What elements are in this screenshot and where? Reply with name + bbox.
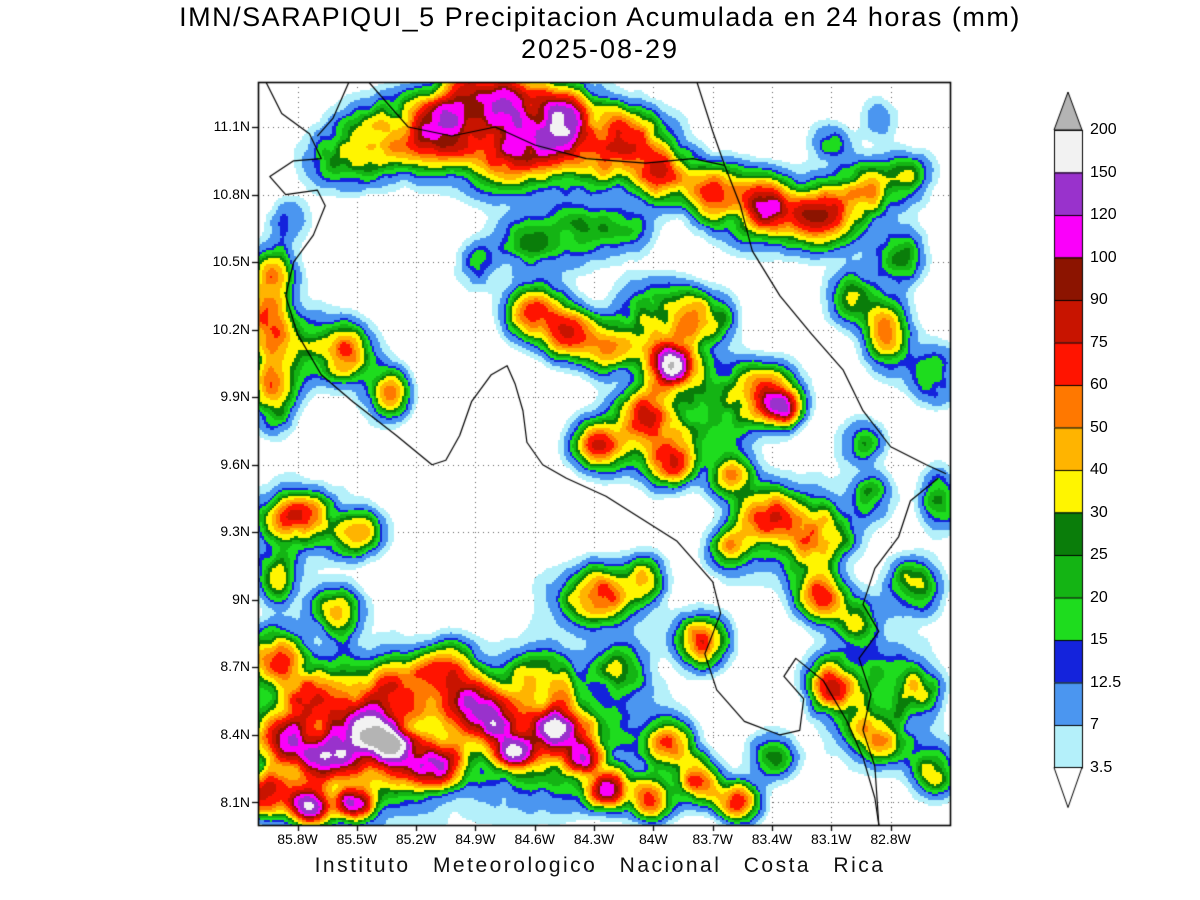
colorbar-tick-label: 75 (1090, 333, 1108, 351)
y-axis-tick-label: 9.6N (220, 455, 250, 472)
colorbar-tick-label: 50 (1090, 418, 1108, 436)
page-subtitle-date: 2025-08-29 (520, 34, 680, 64)
colorbar-tick-label: 12.5 (1090, 673, 1122, 691)
y-axis-tick-label: 10.2N (212, 320, 250, 337)
colorbar-tick-label: 20 (1090, 588, 1108, 606)
colorbar-tick-label: 100 (1090, 248, 1117, 266)
colorbar-tick-label: 200 (1090, 121, 1117, 138)
x-axis-tick-label: 84.3W (573, 831, 615, 847)
x-axis-tick-label: 84.6W (514, 831, 555, 847)
x-axis-tick-label: 83.4W (751, 831, 793, 847)
colorbar-tick-label: 90 (1090, 291, 1108, 308)
colorbar-tick-label: 3.5 (1090, 758, 1113, 776)
y-axis-tick-label: 9.9N (220, 388, 250, 405)
colorbar-tick-label: 7 (1090, 716, 1099, 733)
y-axis-tick-label: 10.5N (212, 253, 250, 270)
x-axis-tick-label: 84W (638, 831, 668, 847)
y-axis-tick-label: 9N (232, 590, 250, 607)
x-axis-tick-label: 85.2W (395, 831, 437, 847)
colorbar-tick-label: 30 (1090, 503, 1108, 521)
y-axis-tick-label: 8.7N (220, 658, 250, 675)
colorbar-tick-label: 25 (1090, 546, 1108, 563)
colorbar-tick-label: 40 (1090, 461, 1108, 478)
y-axis-tick-label: 8.4N (220, 725, 250, 742)
colorbar-tick-label: 150 (1090, 163, 1117, 181)
x-axis-tick-label: 83.7W (692, 831, 733, 847)
x-axis-tick-label: 83.1W (811, 831, 852, 847)
colorbar-tick-label: 60 (1090, 376, 1108, 393)
footer-institution: Instituto Meteorologico Nacional Costa R… (314, 854, 886, 877)
y-axis-tick-label: 9.3N (220, 523, 250, 540)
y-axis-tick-label: 10.8N (212, 185, 250, 202)
x-axis-tick-label: 85.8W (277, 831, 318, 847)
x-axis-tick-label: 82.8W (870, 831, 911, 847)
y-axis-tick-label: 11.1N (213, 118, 250, 134)
colorbar-tick-label: 120 (1090, 206, 1117, 223)
x-axis-tick-label: 85.5W (336, 831, 378, 847)
x-axis-tick-label: 84.9W (455, 831, 496, 847)
colorbar-tick-label: 15 (1090, 631, 1108, 648)
page-title: IMN/SARAPIQUI_5 Precipitacion Acumulada … (179, 2, 1021, 32)
y-axis-tick-label: 8.1N (220, 793, 250, 810)
